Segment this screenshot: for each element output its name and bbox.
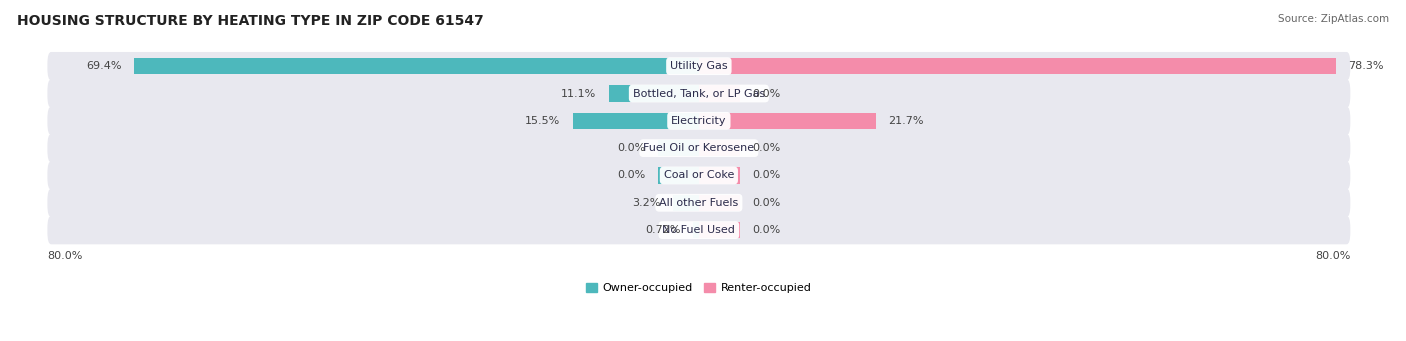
Text: Electricity: Electricity <box>671 116 727 126</box>
Text: 0.0%: 0.0% <box>617 170 645 180</box>
Text: 0.0%: 0.0% <box>752 170 780 180</box>
Bar <box>609 85 699 102</box>
Bar <box>699 195 740 211</box>
Bar <box>699 58 1336 74</box>
Text: HOUSING STRUCTURE BY HEATING TYPE IN ZIP CODE 61547: HOUSING STRUCTURE BY HEATING TYPE IN ZIP… <box>17 14 484 28</box>
Text: 21.7%: 21.7% <box>887 116 924 126</box>
Bar <box>699 113 876 129</box>
Text: Bottled, Tank, or LP Gas: Bottled, Tank, or LP Gas <box>633 89 765 99</box>
Text: 0.0%: 0.0% <box>752 89 780 99</box>
FancyBboxPatch shape <box>48 79 1350 108</box>
Text: 0.0%: 0.0% <box>752 225 780 235</box>
Text: All other Fuels: All other Fuels <box>659 198 738 208</box>
Bar <box>673 195 699 211</box>
Bar <box>699 222 740 238</box>
Bar <box>658 167 699 184</box>
Text: 3.2%: 3.2% <box>633 198 661 208</box>
Text: No Fuel Used: No Fuel Used <box>662 225 735 235</box>
Text: 80.0%: 80.0% <box>1315 251 1350 262</box>
Text: Utility Gas: Utility Gas <box>671 61 728 71</box>
FancyBboxPatch shape <box>48 189 1350 217</box>
Bar <box>699 85 740 102</box>
Text: 11.1%: 11.1% <box>561 89 596 99</box>
Bar <box>699 140 740 156</box>
Text: 0.72%: 0.72% <box>645 225 681 235</box>
Bar <box>658 140 699 156</box>
Text: 78.3%: 78.3% <box>1348 61 1384 71</box>
Text: 69.4%: 69.4% <box>86 61 122 71</box>
Text: Source: ZipAtlas.com: Source: ZipAtlas.com <box>1278 14 1389 24</box>
FancyBboxPatch shape <box>48 216 1350 244</box>
Text: 0.0%: 0.0% <box>617 143 645 153</box>
Text: 0.0%: 0.0% <box>752 143 780 153</box>
Text: 0.0%: 0.0% <box>752 198 780 208</box>
FancyBboxPatch shape <box>48 161 1350 190</box>
FancyBboxPatch shape <box>48 52 1350 80</box>
Text: Coal or Coke: Coal or Coke <box>664 170 734 180</box>
Bar <box>699 167 740 184</box>
FancyBboxPatch shape <box>48 107 1350 135</box>
FancyBboxPatch shape <box>48 134 1350 162</box>
Legend: Owner-occupied, Renter-occupied: Owner-occupied, Renter-occupied <box>586 283 811 294</box>
Text: Fuel Oil or Kerosene: Fuel Oil or Kerosene <box>644 143 755 153</box>
Text: 80.0%: 80.0% <box>48 251 83 262</box>
Bar <box>693 222 699 238</box>
Bar <box>572 113 699 129</box>
Text: 15.5%: 15.5% <box>526 116 561 126</box>
Bar <box>134 58 699 74</box>
